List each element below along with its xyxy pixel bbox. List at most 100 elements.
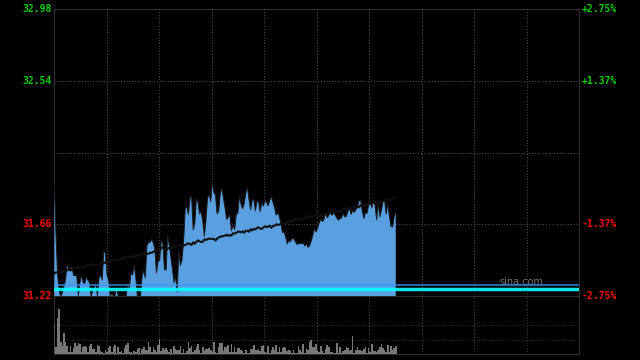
Bar [328,347,330,354]
Bar [146,350,148,354]
Bar [132,352,133,354]
Bar [193,352,194,354]
Bar [55,347,57,354]
Bar [240,350,242,354]
Bar [366,353,368,354]
Bar [73,348,74,354]
Bar [288,350,290,354]
Bar [237,348,239,354]
Bar [352,336,353,354]
Bar [218,347,220,354]
Bar [100,351,102,354]
Bar [136,349,138,354]
Bar [324,350,326,354]
Bar [108,348,109,354]
Bar [165,348,167,354]
Bar [250,349,252,354]
Bar [86,347,87,354]
Bar [326,345,328,354]
Bar [122,353,124,354]
Bar [224,347,226,354]
Bar [90,344,92,354]
Bar [236,352,237,354]
Bar [149,347,151,354]
Bar [173,346,175,354]
Bar [93,349,95,354]
Bar [205,349,207,354]
Bar [199,350,200,354]
Bar [178,350,180,354]
Bar [312,347,314,354]
Text: 31.22: 31.22 [22,291,52,301]
Bar [248,353,250,354]
Bar [306,349,307,354]
Bar [378,350,379,354]
Bar [61,346,63,354]
Bar [229,352,230,354]
Bar [272,347,274,354]
Bar [330,352,331,354]
Bar [95,352,97,354]
Bar [140,353,141,354]
Text: 31.66: 31.66 [22,219,52,229]
Bar [97,345,99,354]
Bar [202,347,204,354]
Bar [220,342,221,354]
Bar [243,353,245,354]
Bar [318,352,320,354]
Bar [113,347,114,354]
Bar [360,350,362,354]
Bar [157,345,159,354]
Bar [194,350,196,354]
Bar [275,345,277,354]
Bar [167,350,168,354]
Bar [316,344,317,354]
Bar [268,346,269,354]
Bar [374,351,376,354]
Bar [83,347,84,354]
Bar [175,349,177,354]
Bar [264,352,266,354]
Bar [234,347,236,354]
Bar [119,352,120,354]
Bar [372,351,374,354]
Bar [186,351,188,354]
Bar [180,346,181,354]
Bar [369,352,371,354]
Bar [376,352,378,354]
Text: -1.37%: -1.37% [582,219,617,229]
Bar [253,345,255,354]
Bar [120,351,122,354]
Bar [209,348,210,354]
Bar [183,349,184,354]
Bar [298,346,300,354]
Bar [161,351,162,354]
Bar [274,350,275,354]
Bar [148,342,149,354]
Bar [168,352,170,354]
Text: -2.75%: -2.75% [582,291,617,301]
Bar [381,343,382,354]
Bar [278,347,280,354]
Bar [227,345,229,354]
Bar [210,350,212,354]
Bar [89,346,90,354]
Bar [394,348,395,354]
Bar [177,350,178,354]
Text: 32.54: 32.54 [22,76,52,86]
Bar [197,344,199,354]
Bar [371,345,372,354]
Bar [114,346,116,354]
Bar [239,348,240,354]
Bar [287,351,288,354]
Bar [368,348,369,354]
Bar [196,347,197,354]
Bar [221,343,223,354]
Bar [67,346,68,354]
Bar [70,346,71,354]
Bar [213,342,214,354]
Bar [145,350,146,354]
Bar [271,350,272,354]
Bar [303,344,304,354]
Bar [282,348,284,354]
